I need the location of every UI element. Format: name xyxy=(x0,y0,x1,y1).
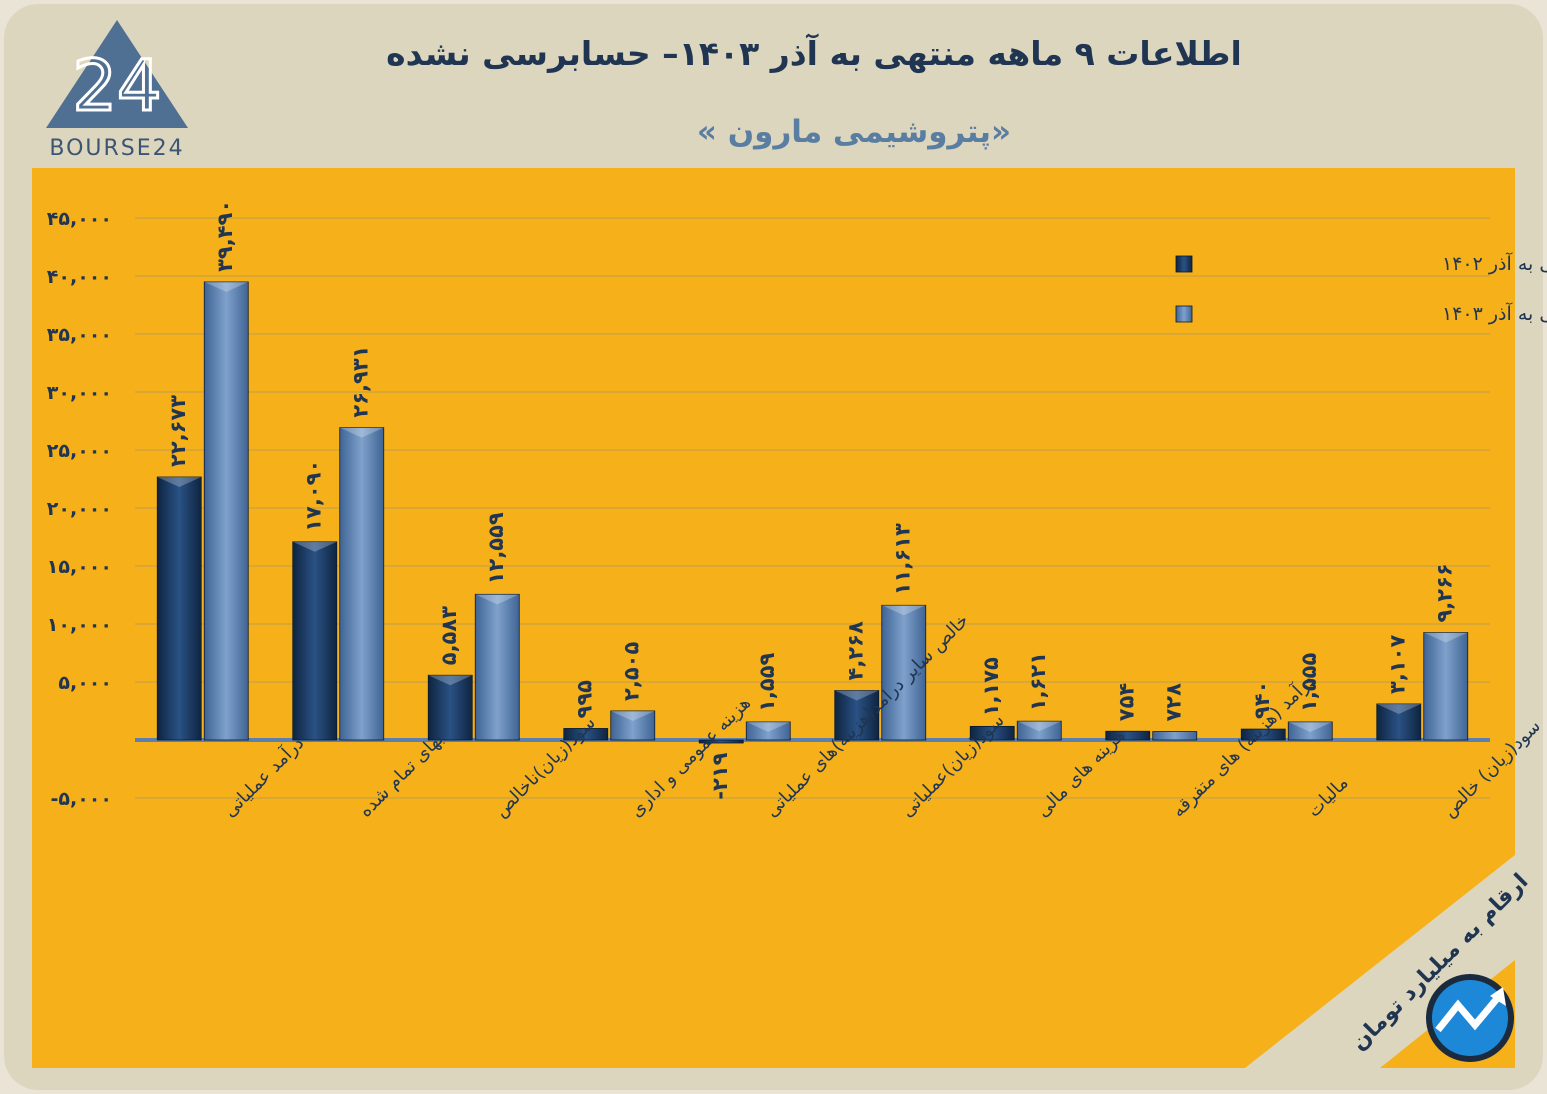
bar-bevel xyxy=(610,710,655,721)
bar-bevel xyxy=(1017,721,1062,732)
data-label: ۱۲,۵۵۹ xyxy=(484,512,508,584)
bar-1402 xyxy=(1105,730,1151,741)
bar-1403 xyxy=(1423,632,1469,741)
bar-1402 xyxy=(1240,728,1286,741)
y-tick-label: ۱۵,۰۰۰ xyxy=(47,556,112,578)
page-subtitle: «پتروشیمی مارون » xyxy=(696,114,1012,150)
data-label: ۷۵۴ xyxy=(1115,683,1139,722)
bar-1402 xyxy=(1376,703,1422,741)
bar-1402 xyxy=(834,690,880,741)
y-tick-label: ۲۵,۰۰۰ xyxy=(47,440,112,462)
legend: عملکرد منتهی به آذر ۱۴۰۲ عملکرد منتهی به … xyxy=(1175,251,1547,325)
bar-bevel xyxy=(475,594,520,605)
data-label: ۳۹,۴۹۰ xyxy=(213,200,237,272)
bar-1403 xyxy=(610,710,656,741)
data-label: ۴,۲۶۸ xyxy=(844,621,868,680)
y-tick-label: ۳۵,۰۰۰ xyxy=(47,324,112,346)
bar-1402 xyxy=(698,739,744,744)
bar-1403 xyxy=(881,604,927,741)
bar-1403 xyxy=(1287,721,1333,741)
y-tick-label: ۳۰,۰۰۰ xyxy=(47,382,112,404)
data-label: ۹۴۰ xyxy=(1250,681,1274,719)
data-label: ۱,۱۷۵ xyxy=(979,657,1003,716)
y-tick-label: ۲۰,۰۰۰ xyxy=(47,498,112,520)
data-label: ۲۲,۶۷۳ xyxy=(166,395,190,467)
bar-bevel xyxy=(881,605,926,616)
bar-1402 xyxy=(156,476,202,741)
bar-1402 xyxy=(969,725,1015,741)
bar-bevel xyxy=(1376,703,1421,714)
bar-bevel xyxy=(292,541,337,552)
logo-text: BOURSE24 xyxy=(49,136,185,161)
page-title: اطلاعات ۹ ماهه منتهی به آذر ۱۴۰۳– حسابرس… xyxy=(386,34,1242,73)
bar-1403 xyxy=(203,281,249,741)
corner-ribbon xyxy=(1245,855,1515,1068)
y-tick-label: ۴۰,۰۰۰ xyxy=(47,266,112,288)
data-label: ۱,۶۲۱ xyxy=(1026,652,1050,711)
legend-label: عملکرد منتهی به آذر ۱۴۰۳ xyxy=(1442,301,1547,325)
data-label: ۱,۵۵۹ xyxy=(755,652,779,711)
bar-1402 xyxy=(563,728,609,741)
y-tick-label: ۱۰,۰۰۰ xyxy=(47,614,112,636)
bar-bevel xyxy=(1423,632,1468,643)
data-label: ۷۲۸ xyxy=(1162,683,1186,722)
y-tick-label: ۵,۰۰۰ xyxy=(58,672,112,694)
bar-1403 xyxy=(1016,720,1062,741)
data-label: ۹۹۵ xyxy=(573,680,597,719)
legend-label: عملکرد منتهی به آذر ۱۴۰۲ xyxy=(1442,251,1547,275)
bar-bevel xyxy=(746,721,791,732)
data-label: ۲۶,۹۳۱ xyxy=(349,346,373,418)
legend-swatch-1402 xyxy=(1175,255,1193,273)
logo-triangle-icon: 24 xyxy=(46,20,188,129)
bar-1403 xyxy=(1152,731,1198,741)
data-label: ۳,۱۰۷ xyxy=(1386,635,1410,694)
y-tick-label: ۴۵,۰۰۰ xyxy=(47,208,112,230)
data-label: ۹,۲۶۶ xyxy=(1433,563,1457,622)
bar-bevel xyxy=(428,675,473,686)
bar-1403 xyxy=(474,593,520,741)
data-label: ۲,۵۰۵ xyxy=(620,642,644,701)
bar-bevel xyxy=(834,690,879,701)
data-label: ۱۱,۶۱۳ xyxy=(891,523,915,595)
bar-bevel xyxy=(204,281,249,292)
data-label: ۵,۵۸۳ xyxy=(437,606,461,665)
data-labels-group: ۲۲,۶۷۳ ۳۹,۴۹۰ ۱۷,۰۹۰ ۲۶,۹۳۱ ۵,۵۸۳ ۱۲,۵۵۹ ۹۹۵ ۲,… xyxy=(166,200,1457,800)
bar-bevel xyxy=(339,427,384,438)
data-label: ۱,۵۵۵ xyxy=(1297,653,1321,712)
y-tick-label: -۵,۰۰۰ xyxy=(51,788,113,810)
legend-swatch-1403 xyxy=(1175,305,1193,323)
y-axis-ticks: -۵,۰۰۰ ۵,۰۰۰ ۱۰,۰۰۰ ۱۵,۰۰۰ ۲۰,۰۰۰ ۲۵,۰۰۰ ۳۰,۰۰… xyxy=(47,208,112,810)
trend-up-icon xyxy=(1426,974,1514,1062)
bar-1402 xyxy=(427,674,473,741)
bar-bevel xyxy=(157,476,202,487)
bourse24-logo: 24 BOURSE24 xyxy=(42,18,192,163)
bar-bevel xyxy=(1288,721,1333,732)
data-label: -۲۱۹ xyxy=(708,752,732,799)
logo-mark: 24 xyxy=(72,45,161,127)
data-label: ۱۷,۰۹۰ xyxy=(302,460,326,532)
bar-1403 xyxy=(745,721,791,741)
bar-1403 xyxy=(339,427,385,741)
bars-group xyxy=(156,281,1469,744)
bar-1402 xyxy=(292,541,338,741)
